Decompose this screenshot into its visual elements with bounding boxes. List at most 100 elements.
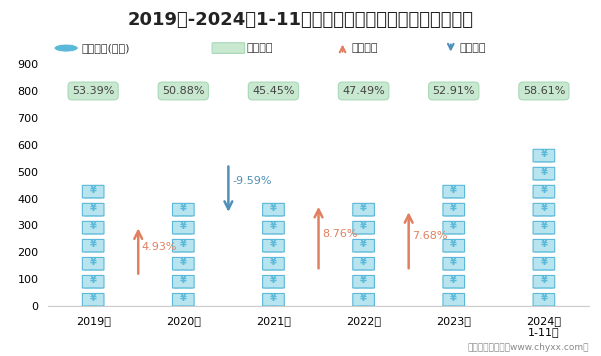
FancyBboxPatch shape: [353, 257, 374, 270]
FancyBboxPatch shape: [533, 167, 555, 180]
Text: ¥: ¥: [180, 203, 187, 213]
FancyBboxPatch shape: [82, 276, 104, 288]
FancyBboxPatch shape: [533, 185, 555, 198]
FancyBboxPatch shape: [263, 276, 284, 288]
Ellipse shape: [54, 44, 78, 52]
Text: ¥: ¥: [540, 149, 548, 159]
FancyBboxPatch shape: [263, 240, 284, 252]
Text: 50.88%: 50.88%: [162, 86, 204, 96]
FancyBboxPatch shape: [82, 293, 104, 306]
Text: ¥: ¥: [90, 239, 97, 249]
FancyBboxPatch shape: [353, 276, 374, 288]
Text: -9.59%: -9.59%: [232, 176, 272, 186]
Text: ¥: ¥: [540, 257, 548, 267]
Text: ¥: ¥: [540, 203, 548, 213]
Text: ¥: ¥: [450, 257, 457, 267]
Text: ¥: ¥: [180, 275, 187, 285]
Text: ¥: ¥: [360, 275, 367, 285]
Text: 45.45%: 45.45%: [252, 86, 294, 96]
FancyBboxPatch shape: [443, 257, 465, 270]
Text: 寿险占比: 寿险占比: [246, 43, 273, 53]
Text: ¥: ¥: [450, 203, 457, 213]
Text: ¥: ¥: [540, 185, 548, 195]
FancyBboxPatch shape: [263, 221, 284, 234]
FancyBboxPatch shape: [263, 257, 284, 270]
Text: ¥: ¥: [90, 275, 97, 285]
Text: ¥: ¥: [450, 293, 457, 303]
FancyBboxPatch shape: [353, 221, 374, 234]
Text: ¥: ¥: [180, 239, 187, 249]
Text: 同比增加: 同比增加: [352, 43, 378, 53]
Text: ¥: ¥: [180, 257, 187, 267]
FancyBboxPatch shape: [533, 240, 555, 252]
FancyBboxPatch shape: [172, 276, 194, 288]
Text: ¥: ¥: [360, 221, 367, 231]
FancyBboxPatch shape: [533, 276, 555, 288]
Text: ¥: ¥: [270, 275, 277, 285]
FancyBboxPatch shape: [443, 293, 465, 306]
Text: ¥: ¥: [540, 275, 548, 285]
Text: 2019年-2024年1-11月青岛市累计原保险保费收入统计图: 2019年-2024年1-11月青岛市累计原保险保费收入统计图: [127, 11, 474, 29]
FancyBboxPatch shape: [172, 221, 194, 234]
Text: ¥: ¥: [90, 185, 97, 195]
Text: 累计保费(亿元): 累计保费(亿元): [81, 43, 130, 53]
FancyBboxPatch shape: [263, 293, 284, 306]
Text: ¥: ¥: [540, 293, 548, 303]
FancyBboxPatch shape: [353, 240, 374, 252]
Text: ¥: ¥: [360, 293, 367, 303]
FancyBboxPatch shape: [533, 149, 555, 162]
Text: 53.39%: 53.39%: [72, 86, 114, 96]
FancyBboxPatch shape: [82, 221, 104, 234]
FancyBboxPatch shape: [172, 203, 194, 216]
FancyBboxPatch shape: [443, 185, 465, 198]
Text: ¥: ¥: [90, 221, 97, 231]
FancyBboxPatch shape: [172, 293, 194, 306]
Text: 52.91%: 52.91%: [433, 86, 475, 96]
FancyBboxPatch shape: [533, 221, 555, 234]
FancyBboxPatch shape: [353, 203, 374, 216]
Text: ¥: ¥: [90, 203, 97, 213]
FancyBboxPatch shape: [82, 185, 104, 198]
Text: ¥: ¥: [270, 257, 277, 267]
Text: ¥: ¥: [270, 239, 277, 249]
FancyBboxPatch shape: [443, 240, 465, 252]
Text: 同比减少: 同比减少: [460, 43, 486, 53]
FancyBboxPatch shape: [443, 221, 465, 234]
FancyBboxPatch shape: [443, 276, 465, 288]
Text: ¥: ¥: [450, 239, 457, 249]
Text: ¥: ¥: [270, 203, 277, 213]
FancyBboxPatch shape: [443, 203, 465, 216]
Text: ¥: ¥: [90, 293, 97, 303]
Text: ¥: ¥: [450, 275, 457, 285]
FancyBboxPatch shape: [212, 43, 245, 53]
Text: ¥: ¥: [180, 293, 187, 303]
Text: ¥: ¥: [360, 203, 367, 213]
FancyBboxPatch shape: [82, 240, 104, 252]
Text: 7.68%: 7.68%: [412, 231, 448, 241]
Text: 4.93%: 4.93%: [142, 242, 177, 252]
FancyBboxPatch shape: [82, 257, 104, 270]
FancyBboxPatch shape: [263, 203, 284, 216]
FancyBboxPatch shape: [172, 240, 194, 252]
Text: ¥: ¥: [360, 239, 367, 249]
Text: ¥: ¥: [540, 221, 548, 231]
Text: ¥: ¥: [180, 221, 187, 231]
FancyBboxPatch shape: [353, 293, 374, 306]
Text: ¥: ¥: [90, 257, 97, 267]
Text: ¥: ¥: [270, 221, 277, 231]
FancyBboxPatch shape: [172, 257, 194, 270]
Text: ¥: ¥: [450, 185, 457, 195]
Text: 47.49%: 47.49%: [342, 86, 385, 96]
FancyBboxPatch shape: [533, 293, 555, 306]
Text: ¥: ¥: [540, 239, 548, 249]
Text: 8.76%: 8.76%: [322, 229, 358, 239]
Text: ¥: ¥: [540, 167, 548, 177]
Text: ¥: ¥: [360, 257, 367, 267]
FancyBboxPatch shape: [82, 203, 104, 216]
Text: ¥: ¥: [450, 221, 457, 231]
Text: ¥: ¥: [270, 293, 277, 303]
FancyBboxPatch shape: [533, 203, 555, 216]
FancyBboxPatch shape: [533, 257, 555, 270]
Text: 58.61%: 58.61%: [523, 86, 565, 96]
Text: 制图：智研咨询（www.chyxx.com）: 制图：智研咨询（www.chyxx.com）: [468, 344, 589, 352]
